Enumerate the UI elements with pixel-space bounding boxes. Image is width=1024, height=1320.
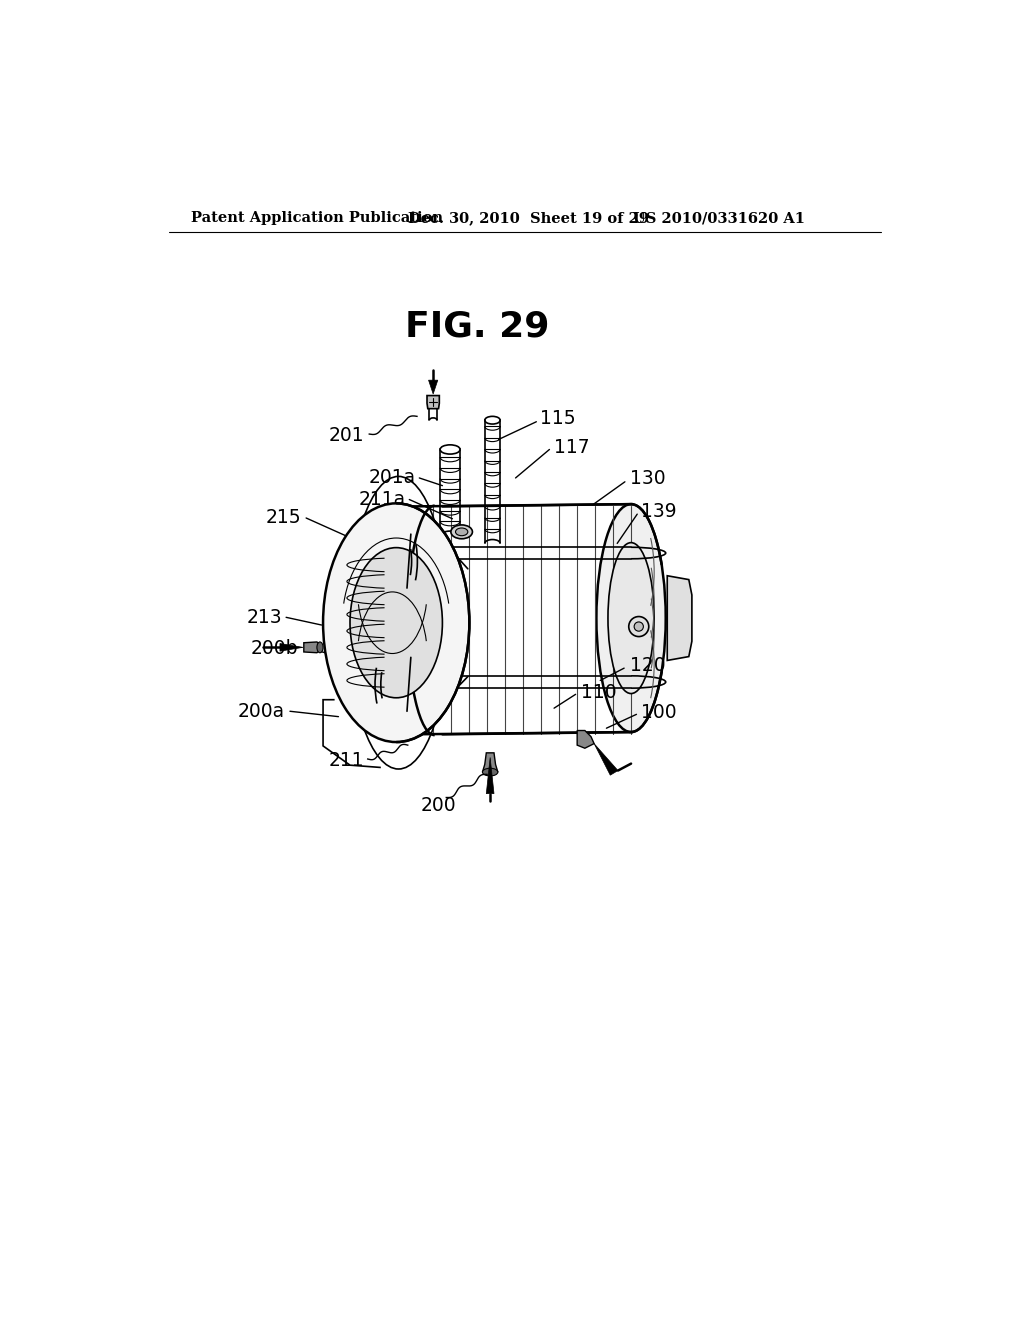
Text: 211: 211 [329, 751, 364, 770]
Polygon shape [482, 752, 498, 772]
Ellipse shape [629, 616, 649, 636]
Text: 200: 200 [421, 796, 457, 814]
Polygon shape [486, 758, 494, 793]
Text: 117: 117 [554, 438, 590, 458]
Ellipse shape [323, 503, 469, 742]
Ellipse shape [634, 622, 643, 631]
Text: 200a: 200a [238, 702, 285, 721]
Text: Patent Application Publication: Patent Application Publication [190, 211, 442, 226]
Ellipse shape [316, 642, 323, 653]
Text: FIG. 29: FIG. 29 [404, 309, 549, 343]
Text: 211a: 211a [358, 490, 406, 510]
Text: 130: 130 [630, 469, 666, 488]
Text: 201a: 201a [369, 469, 416, 487]
Text: 115: 115 [541, 409, 575, 428]
Polygon shape [578, 730, 594, 748]
Text: 100: 100 [641, 704, 677, 722]
Ellipse shape [482, 768, 498, 776]
Text: 213: 213 [247, 607, 283, 627]
Text: 201: 201 [329, 426, 364, 445]
Ellipse shape [596, 504, 666, 733]
Text: 110: 110 [581, 684, 616, 702]
Ellipse shape [451, 525, 472, 539]
Polygon shape [429, 380, 438, 395]
Text: 120: 120 [630, 656, 666, 676]
Ellipse shape [350, 548, 442, 698]
Text: US 2010/0331620 A1: US 2010/0331620 A1 [633, 211, 805, 226]
Polygon shape [280, 644, 303, 651]
Text: 139: 139 [641, 502, 677, 520]
Polygon shape [668, 576, 692, 660]
Ellipse shape [456, 528, 468, 536]
Text: 200b: 200b [251, 639, 298, 657]
Text: 215: 215 [266, 508, 301, 528]
Text: Dec. 30, 2010  Sheet 19 of 29: Dec. 30, 2010 Sheet 19 of 29 [408, 211, 649, 226]
Polygon shape [594, 743, 617, 775]
Polygon shape [427, 396, 439, 409]
Ellipse shape [608, 543, 654, 693]
Polygon shape [304, 642, 319, 653]
